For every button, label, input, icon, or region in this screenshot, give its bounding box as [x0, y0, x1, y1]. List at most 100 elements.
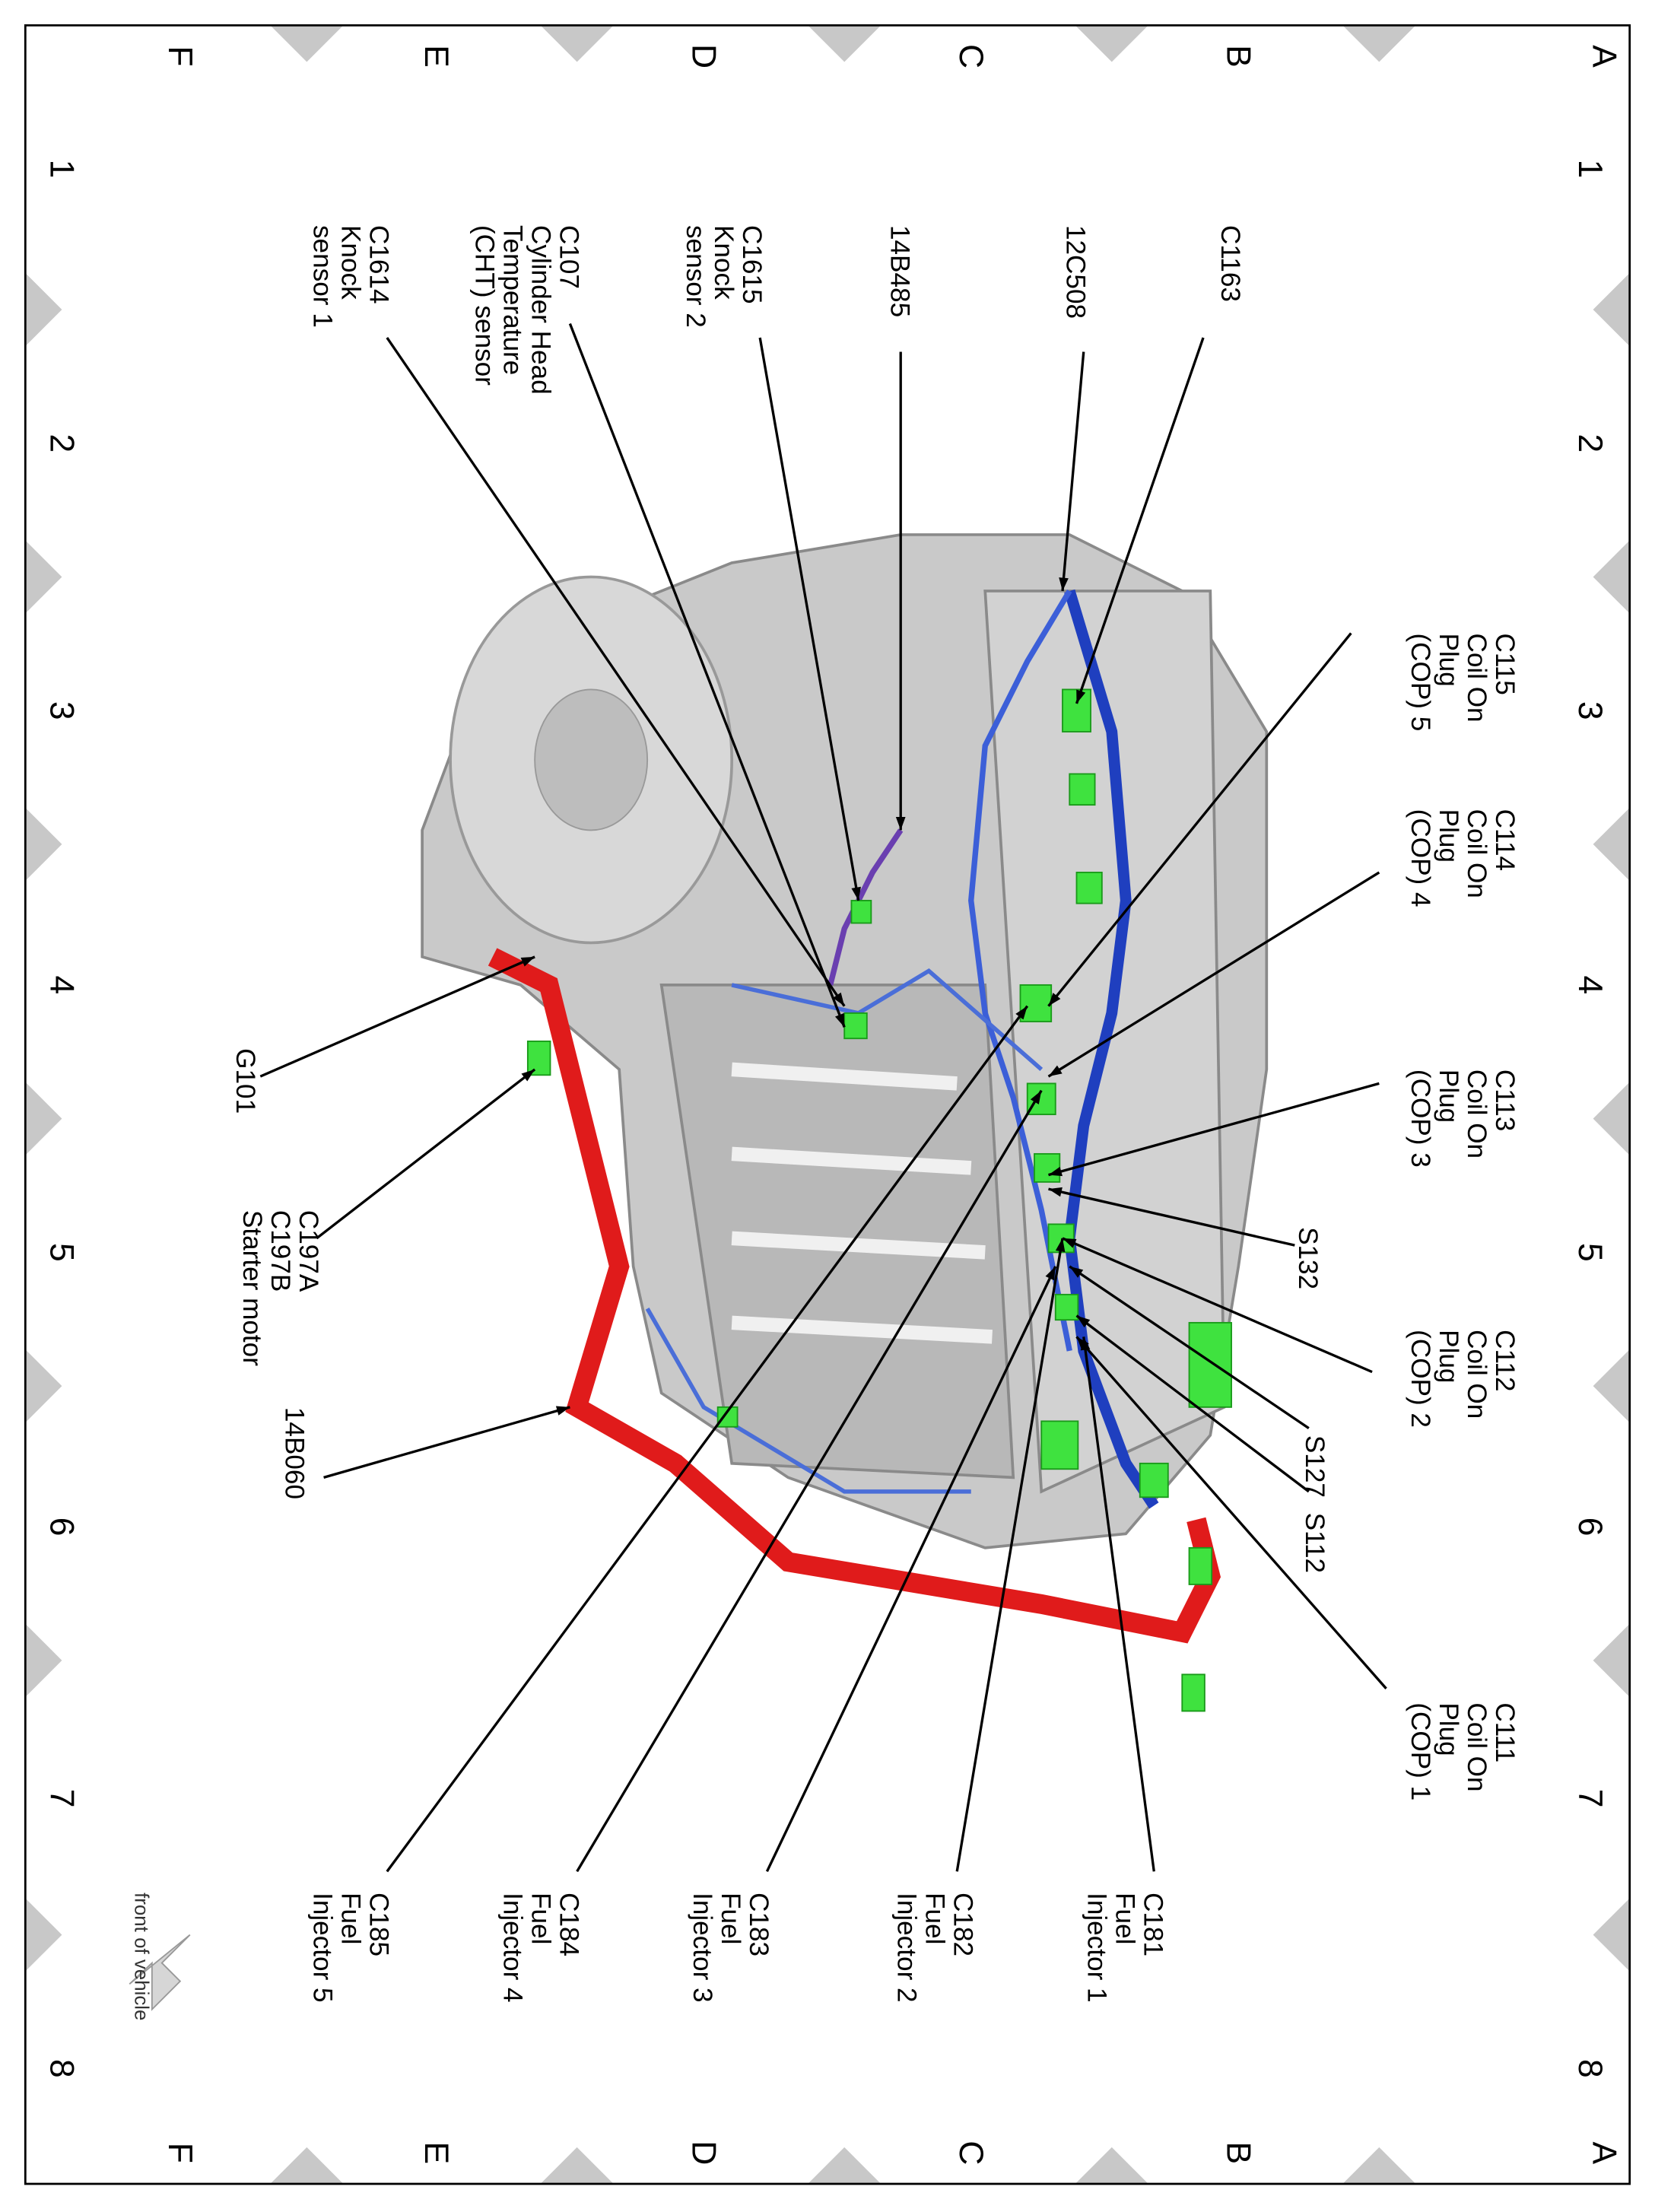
callout-label: Injector 3 [688, 1893, 717, 2003]
callout-label: Starter motor [237, 1210, 267, 1366]
callout-label: C1614 [364, 225, 394, 304]
leader-arrow [1045, 1266, 1056, 1281]
callout-label: Fuel [920, 1893, 950, 1944]
border-marker [540, 25, 614, 62]
callout-label: C115 [1490, 633, 1520, 694]
callout-label: C107 [554, 225, 583, 289]
callout-label: G101 [230, 1048, 260, 1114]
leader-arrow [1048, 993, 1061, 1006]
row-label: C [952, 2140, 990, 2165]
column-label: 7 [43, 1789, 81, 1808]
border-marker [25, 1082, 62, 1155]
leader-arrow [1059, 577, 1069, 591]
row-label: F [161, 46, 199, 66]
column-label: 2 [1571, 434, 1609, 453]
border-marker [25, 807, 62, 882]
border-marker [1593, 1898, 1630, 1972]
callout-label: Fuel [716, 1893, 745, 1944]
callout-label: C112 [1490, 1330, 1520, 1391]
row-label: B [1219, 45, 1256, 68]
column-label: 4 [43, 976, 81, 995]
leader-arrow [834, 1012, 845, 1028]
border-marker [1593, 272, 1630, 347]
callout-label: Cylinder Head [526, 225, 555, 395]
row-label: D [685, 2140, 722, 2165]
leader-line [386, 337, 846, 1007]
border-marker [1075, 25, 1148, 62]
callout-label: 14B485 [885, 225, 914, 317]
row-label: E [418, 45, 455, 68]
leader-line [1082, 1336, 1155, 1872]
leader-arrow [555, 1406, 570, 1416]
callout-label: Plug [1434, 1330, 1463, 1383]
row-label: A [1586, 2142, 1623, 2165]
column-label: 3 [43, 701, 81, 720]
wiring [488, 589, 1232, 1712]
callout-label: (COP) 3 [1406, 1069, 1435, 1168]
column-label: 1 [43, 160, 81, 179]
leader-line [1069, 1265, 1310, 1429]
leader-arrow [1069, 1266, 1084, 1278]
callout-label: (COP) 2 [1406, 1330, 1435, 1428]
callout-label: Injector 4 [497, 1893, 527, 2003]
callout-label: sensor 1 [308, 225, 338, 328]
column-label: 6 [1571, 1518, 1609, 1537]
column-label: 5 [43, 1243, 81, 1262]
callout-label: C183 [744, 1893, 773, 1956]
callout-label: Coil On [1462, 633, 1491, 722]
leader-line [955, 1238, 1064, 1872]
column-label: 2 [43, 434, 81, 453]
leader-arrow [520, 956, 535, 967]
callout-label: Fuel [336, 1893, 366, 1944]
callout-label: (COP) 4 [1406, 809, 1435, 907]
callout-label: 14B060 [280, 1407, 310, 1499]
leader-line [1048, 1082, 1380, 1177]
callout-label: Coil On [1462, 1702, 1491, 1791]
column-label: 5 [1571, 1243, 1609, 1262]
callout-label: Injector 5 [308, 1893, 338, 2003]
border-marker [1593, 807, 1630, 882]
leader-arrow [1063, 1238, 1077, 1248]
row-label: A [1586, 45, 1623, 68]
callout-label: C182 [948, 1893, 978, 1956]
leader-arrow [1076, 1315, 1091, 1328]
callout-label: (COP) 5 [1406, 633, 1435, 731]
border-marker [25, 1349, 62, 1423]
callout-label: Knock [336, 225, 366, 300]
callout-label: C185 [364, 1893, 394, 1956]
callout-label: C181 [1138, 1893, 1167, 1956]
callout-label: Plug [1434, 1069, 1463, 1123]
front-arrow [129, 1934, 191, 2011]
leader-line [1048, 1187, 1295, 1247]
leader-line [1075, 1336, 1387, 1689]
leader-line [323, 1406, 570, 1479]
border-marker [25, 272, 62, 347]
callout-label: Plug [1434, 1702, 1463, 1756]
frame [24, 24, 1631, 2185]
border-marker [270, 25, 344, 62]
leader-arrow [1080, 1336, 1091, 1351]
callout-label: C197B [265, 1210, 295, 1292]
callout-label: Injector 2 [892, 1893, 922, 2003]
callout-label: Injector 1 [1082, 1893, 1111, 2003]
callout-label: (COP) 1 [1406, 1702, 1435, 1800]
border-marker [1342, 2147, 1416, 2185]
leader-lines [259, 323, 1387, 1873]
border-marker [540, 2147, 614, 2185]
leader-line [386, 1005, 1029, 1873]
row-label: F [161, 2143, 199, 2163]
leader-line [316, 1068, 536, 1240]
leader-arrow [895, 817, 906, 831]
column-label: 3 [1571, 701, 1609, 720]
border-marker [808, 25, 882, 62]
border-marker [808, 2147, 882, 2185]
border-marker [1593, 540, 1630, 614]
leader-line [1047, 871, 1380, 1078]
column-label: 8 [1571, 2059, 1609, 2078]
callout-label: S127 [1300, 1435, 1329, 1498]
callout-label: C114 [1490, 809, 1520, 871]
leader-line [758, 337, 860, 901]
leader-arrow [1015, 1006, 1028, 1020]
callout-label: C1615 [737, 225, 767, 304]
